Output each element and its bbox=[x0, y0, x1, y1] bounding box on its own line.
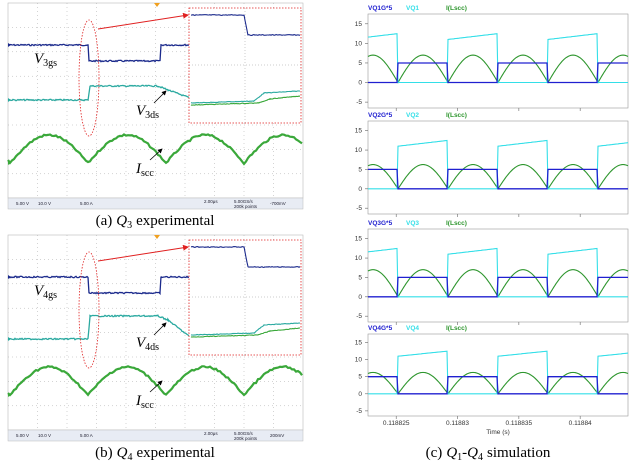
y-tick-label: -5 bbox=[356, 408, 362, 415]
x-tick-label: 0.11884 bbox=[569, 420, 592, 427]
legend-entry: VQ2G*5 bbox=[368, 112, 393, 119]
status-text: 10.0 V bbox=[38, 201, 51, 206]
y-tick-label: 10 bbox=[355, 255, 363, 262]
legend-entry: I(Lscc) bbox=[446, 5, 467, 12]
legend-entry: I(Lscc) bbox=[446, 220, 467, 227]
status-text: 200mV bbox=[270, 433, 284, 438]
caption: (b)Q4 experimental bbox=[95, 445, 215, 463]
y-tick-label: 5 bbox=[358, 374, 362, 381]
legend-entry: I(Lscc) bbox=[446, 112, 467, 119]
legend-entry: VQ1 bbox=[406, 5, 419, 12]
y-tick-label: -5 bbox=[356, 313, 362, 320]
y-tick-label: 10 bbox=[355, 40, 363, 47]
y-tick-label: 0 bbox=[358, 391, 362, 398]
caption-subscript: 4 bbox=[478, 452, 483, 463]
caption-label: (a) bbox=[96, 213, 113, 229]
y-tick-label: 5 bbox=[358, 274, 362, 281]
caption-symbol: Q bbox=[116, 213, 127, 229]
status-text: 5.00 A bbox=[80, 433, 93, 438]
caption-label: (c) bbox=[426, 445, 443, 461]
y-tick-label: -5 bbox=[356, 99, 362, 106]
status-text: 5.00 V bbox=[16, 433, 29, 438]
y-tick-label: 10 bbox=[355, 147, 363, 154]
y-tick-label: 15 bbox=[355, 340, 363, 347]
y-tick-label: 15 bbox=[355, 236, 363, 243]
figure: V3gsV3dsIscc5.00 V10.0 V5.00 A2.00μs5.00… bbox=[0, 0, 637, 465]
caption-text: simulation bbox=[487, 445, 551, 461]
legend-entry: VQ2 bbox=[406, 112, 419, 119]
legend-entry: VQ1G*5 bbox=[368, 5, 393, 12]
status-text: 5.00 A bbox=[80, 201, 93, 206]
y-tick-label: 0 bbox=[358, 186, 362, 193]
label-subscript: scc bbox=[141, 400, 154, 411]
x-axis-label: Time (s) bbox=[486, 429, 510, 436]
y-tick-label: 15 bbox=[355, 21, 363, 28]
caption-text: experimental bbox=[137, 445, 215, 461]
label-subscript: 4gs bbox=[43, 290, 57, 301]
status-text: 5.00 V bbox=[16, 201, 29, 206]
x-tick-label: 0.118835 bbox=[506, 420, 533, 427]
status-text: 200k points bbox=[234, 204, 258, 209]
status-bar bbox=[8, 198, 303, 209]
caption-subscript: 3 bbox=[127, 220, 132, 231]
y-tick-label: 10 bbox=[355, 357, 363, 364]
legend-entry: VQ3 bbox=[406, 220, 419, 227]
x-tick-label: 0.11883 bbox=[446, 420, 469, 427]
legend-entry: VQ4G*5 bbox=[368, 325, 393, 332]
label-subscript: 3gs bbox=[43, 58, 57, 69]
legend-entry: VQ4 bbox=[406, 325, 419, 332]
caption-symbol: Q bbox=[446, 445, 457, 461]
status-text: -700mV bbox=[270, 201, 286, 206]
y-tick-label: 15 bbox=[355, 128, 363, 135]
status-bar bbox=[8, 430, 303, 441]
x-tick-label: 0.118825 bbox=[383, 420, 410, 427]
y-tick-label: 5 bbox=[358, 166, 362, 173]
label-subscript: 4ds bbox=[145, 342, 159, 353]
y-tick-label: -5 bbox=[356, 205, 362, 212]
legend-entry: I(Lscc) bbox=[446, 325, 467, 332]
caption-symbol: Q bbox=[467, 445, 478, 461]
y-tick-label: 5 bbox=[358, 60, 362, 67]
label-subscript: scc bbox=[141, 168, 154, 179]
caption-label: (b) bbox=[95, 445, 113, 461]
status-text: 10.0 V bbox=[38, 433, 51, 438]
y-tick-label: 0 bbox=[358, 80, 362, 87]
status-text: 2.00μs bbox=[204, 199, 218, 204]
status-text: 200k points bbox=[234, 436, 258, 441]
label-subscript: 3ds bbox=[145, 110, 159, 121]
caption-symbol: Q bbox=[117, 445, 128, 461]
y-tick-label: 0 bbox=[358, 294, 362, 301]
caption-text: experimental bbox=[136, 213, 214, 229]
legend-entry: VQ3G*5 bbox=[368, 220, 393, 227]
caption-subscript: 4 bbox=[128, 452, 133, 463]
caption: (a)Q3 experimental bbox=[96, 213, 215, 231]
status-text: 2.00μs bbox=[204, 431, 218, 436]
